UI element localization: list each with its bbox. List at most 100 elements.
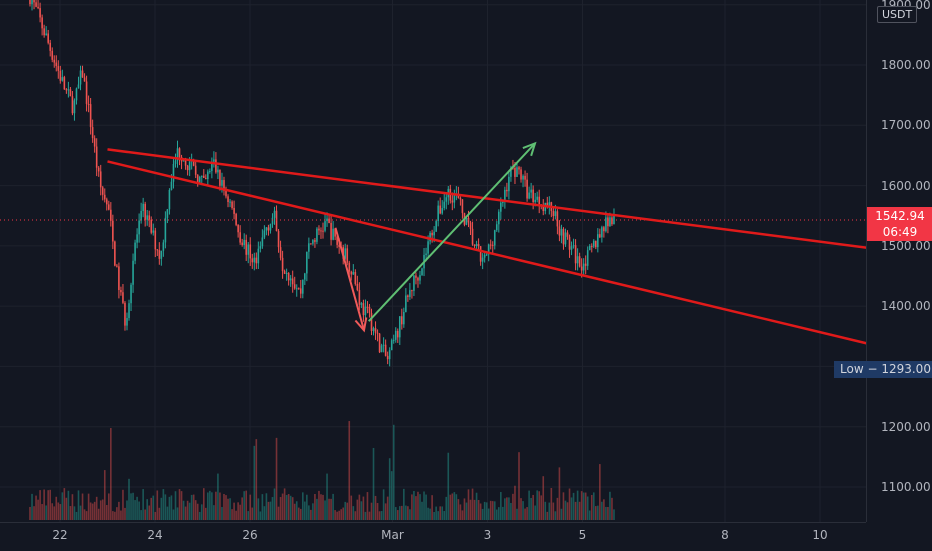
- volume-bar: [200, 504, 203, 520]
- volume-bar: [548, 502, 551, 520]
- candle-body: [370, 313, 373, 331]
- volume-bar: [261, 494, 264, 520]
- candle-body: [83, 77, 86, 82]
- price-tick-label: 1200.00: [881, 419, 931, 434]
- volume-bar: [231, 509, 233, 520]
- volume-bar: [441, 506, 444, 520]
- volume-bar: [338, 510, 340, 520]
- up-arrow-drawing[interactable]: [368, 141, 537, 322]
- candle-body: [415, 275, 417, 278]
- volume-bar: [202, 488, 205, 520]
- candle-body: [148, 215, 151, 220]
- volume-bar: [79, 505, 82, 520]
- candle-body: [150, 219, 153, 233]
- volume-bar: [166, 506, 169, 520]
- drawings[interactable]: [107, 141, 867, 384]
- candle-body: [285, 273, 288, 275]
- price-tick-label: 1100.00: [881, 480, 931, 494]
- volume-bar: [506, 497, 508, 520]
- candle-body: [473, 244, 476, 247]
- candle-body: [508, 176, 510, 192]
- candle-body: [491, 244, 494, 246]
- candle-body: [186, 165, 189, 171]
- time-axis[interactable]: 22 24 26 Mar 3 5 8 10: [0, 522, 866, 551]
- volume-bar: [348, 421, 351, 520]
- candle-body: [592, 240, 595, 247]
- candle-body: [364, 306, 367, 316]
- volume-bar: [574, 501, 577, 520]
- candle-body: [97, 167, 100, 172]
- volume-bar: [487, 508, 490, 520]
- volume-bar: [588, 510, 591, 520]
- volume-bar: [330, 498, 332, 520]
- price-chart[interactable]: [0, 0, 866, 522]
- candle-body: [348, 262, 351, 272]
- arrow-head: [354, 317, 368, 333]
- candle-body: [613, 214, 615, 225]
- candle-body: [47, 33, 49, 43]
- volume-bar: [301, 492, 304, 520]
- volume-bar: [132, 492, 134, 520]
- candle-body: [71, 96, 74, 114]
- volume-bar: [241, 497, 243, 520]
- candle-body: [57, 66, 60, 71]
- candle-body: [103, 194, 106, 200]
- volume-bar: [419, 494, 421, 520]
- volume-bar: [500, 492, 502, 520]
- candle-body: [407, 295, 409, 297]
- volume-bar: [376, 503, 379, 520]
- volume-bar: [308, 505, 310, 520]
- candle-body: [506, 189, 508, 192]
- candle-body: [401, 316, 403, 325]
- volume-bar: [491, 501, 494, 520]
- volume-bar: [467, 489, 470, 520]
- volume-bar: [293, 503, 296, 520]
- candle-body: [198, 176, 201, 184]
- candle-body: [251, 258, 254, 263]
- volume-bar: [439, 506, 441, 520]
- volume-bar: [459, 504, 462, 520]
- volume-bar: [77, 490, 80, 520]
- price-axis[interactable]: 1900.00 1800.00 1700.00 1600.00 1500.00 1400.…: [866, 0, 932, 522]
- candle-body: [441, 208, 444, 214]
- candle-body: [215, 159, 217, 173]
- volume-bar: [447, 452, 450, 520]
- candle-body: [411, 290, 413, 292]
- volume-bar: [370, 502, 373, 520]
- volume-bar: [427, 507, 429, 520]
- volume-bar: [390, 471, 393, 520]
- down-arrow-drawing[interactable]: [334, 227, 368, 333]
- volume-bar: [112, 511, 114, 520]
- candle-body: [227, 196, 229, 203]
- candle-body: [205, 177, 207, 180]
- candle-body: [566, 232, 569, 237]
- volume-bar: [415, 496, 417, 520]
- candle-body: [253, 257, 256, 263]
- candle-body: [556, 211, 559, 227]
- candle-body: [105, 199, 108, 205]
- candle-body: [217, 169, 219, 173]
- candle-body: [588, 245, 591, 251]
- candle-body: [605, 217, 607, 232]
- chart-pane[interactable]: [0, 0, 866, 522]
- candle-body: [320, 230, 322, 232]
- volume-bar: [37, 499, 39, 520]
- currency-badge[interactable]: USDT: [877, 6, 918, 23]
- candle-body: [502, 202, 504, 204]
- candle-body: [49, 42, 52, 51]
- volume-bar: [160, 497, 163, 520]
- candle-body: [281, 257, 284, 272]
- candle-body: [178, 148, 181, 158]
- candle-body: [376, 332, 379, 334]
- candle-body: [160, 250, 163, 259]
- price-tick-label: 1600.00: [881, 178, 931, 193]
- candle-body: [546, 202, 549, 207]
- upper-trendline[interactable]: [107, 148, 867, 300]
- candle-body: [477, 243, 480, 247]
- candle-body: [108, 204, 110, 210]
- volume-bar: [267, 501, 270, 520]
- lower-trendline[interactable]: [107, 160, 867, 384]
- candle-body: [421, 268, 423, 276]
- candle-body: [79, 70, 82, 85]
- candle-body: [247, 244, 250, 255]
